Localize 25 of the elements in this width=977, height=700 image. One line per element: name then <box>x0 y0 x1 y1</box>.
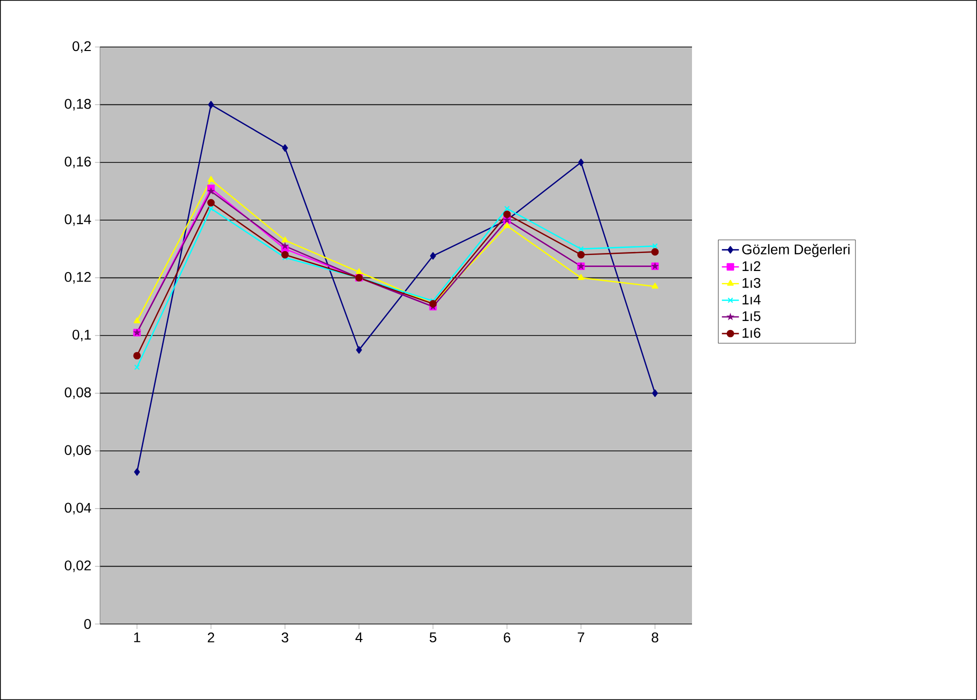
x-tick-label: 7 <box>578 632 584 642</box>
x-tick-label: 2 <box>208 632 214 642</box>
y-tick-label: 0,04 <box>64 502 92 514</box>
y-tick-label: 0,14 <box>64 214 92 226</box>
y-tick-label: 0 <box>84 619 91 629</box>
y-tick-label: 0,1 <box>72 330 91 342</box>
y-tick-label: 0,06 <box>64 445 91 457</box>
y-tick-label: 0,16 <box>64 156 91 168</box>
legend-label: 1ı5 <box>742 311 760 322</box>
x-tick-label: 4 <box>355 632 362 642</box>
legend-label: 1ı6 <box>742 328 760 338</box>
y-tick-label: 0,18 <box>64 98 91 110</box>
y-tick-label: 0,08 <box>64 387 91 399</box>
y-tick-label: 0,02 <box>64 560 91 572</box>
x-tick-label: 5 <box>430 632 436 642</box>
legend-label: Gözlem Değerleri <box>742 244 850 258</box>
y-tick-label: 0,12 <box>64 272 91 284</box>
y-tick-label: 0,2 <box>72 41 91 53</box>
x-tick-label: 3 <box>282 632 288 642</box>
legend-label: 1ı4 <box>742 294 761 304</box>
x-tick-label: 8 <box>652 632 658 642</box>
x-tick-label: 6 <box>504 632 510 642</box>
x-tick-label: 1 <box>134 632 140 642</box>
legend-label: 1ı3 <box>742 278 760 288</box>
legend-label: 1ı2 <box>742 261 760 271</box>
